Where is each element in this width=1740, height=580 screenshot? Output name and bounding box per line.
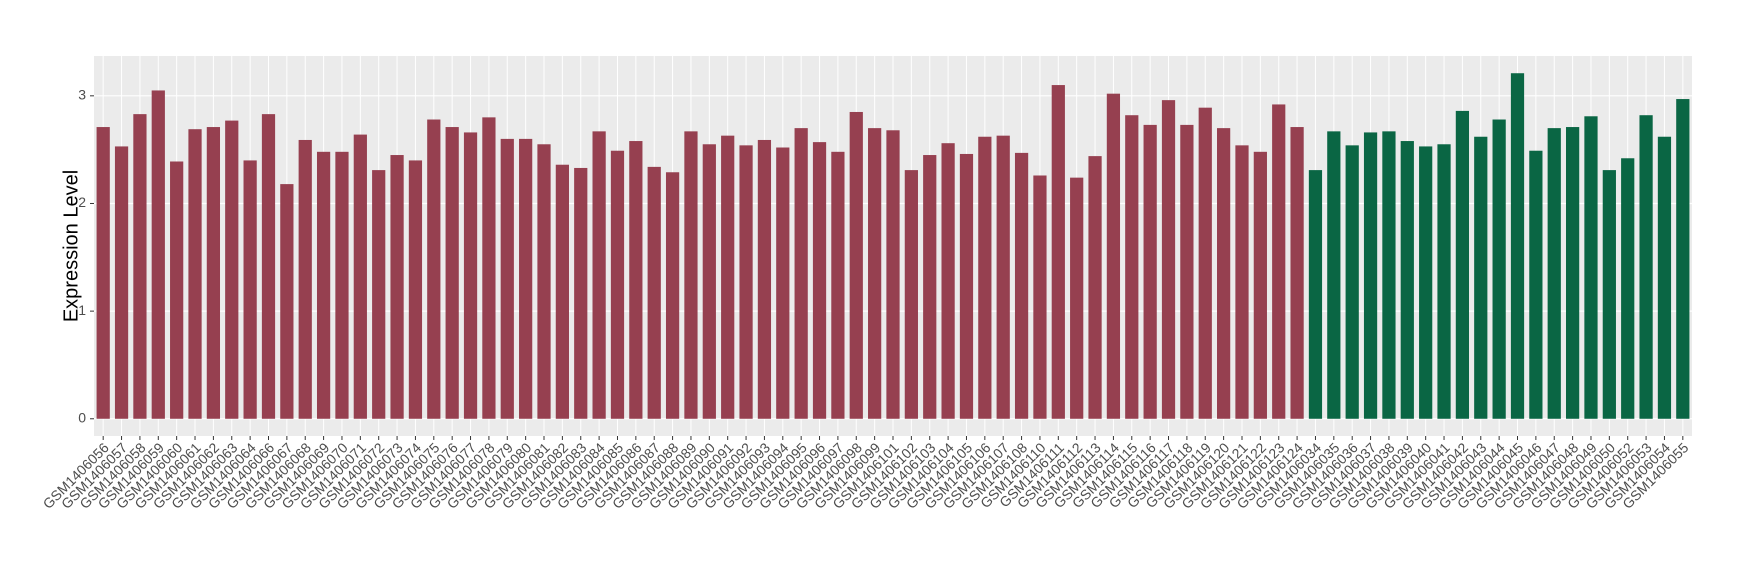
bar <box>959 153 974 419</box>
bar <box>1198 107 1212 419</box>
bar <box>1676 99 1690 419</box>
bar <box>1217 128 1231 419</box>
bar <box>1455 110 1470 419</box>
bar <box>757 139 772 419</box>
bar <box>978 136 992 419</box>
bar <box>1657 136 1672 419</box>
bar <box>1070 177 1084 419</box>
bar <box>721 135 735 419</box>
bar <box>1492 119 1506 419</box>
bar <box>684 131 698 419</box>
bar <box>904 170 918 419</box>
bar <box>1033 175 1047 419</box>
bar <box>610 150 625 419</box>
bar <box>1106 93 1121 419</box>
y-tick-label: 0 <box>78 409 86 425</box>
bar <box>1125 115 1139 419</box>
bar <box>170 161 184 419</box>
bar <box>1510 73 1525 419</box>
bar <box>629 141 643 419</box>
bar <box>114 146 129 419</box>
bar <box>445 127 459 419</box>
bar <box>463 132 478 419</box>
bar <box>702 144 716 419</box>
bar <box>1419 146 1433 419</box>
bar <box>1235 145 1249 419</box>
bar <box>206 127 221 419</box>
bar <box>1051 85 1065 419</box>
y-tick-label: 3 <box>78 87 86 103</box>
y-axis-title: Expression Level <box>60 170 82 322</box>
y-tick-label: 1 <box>78 302 86 318</box>
bar <box>261 114 276 419</box>
bar <box>665 172 680 419</box>
bar <box>1602 170 1616 419</box>
bar <box>1437 144 1451 419</box>
bar <box>1345 145 1359 419</box>
bar <box>1547 128 1561 419</box>
bar <box>225 120 239 419</box>
bar <box>849 111 863 419</box>
bar <box>1308 170 1323 419</box>
bar <box>1161 100 1176 419</box>
bar <box>1621 158 1635 419</box>
bar <box>1529 150 1543 419</box>
bar <box>298 139 312 419</box>
bar <box>1565 127 1580 419</box>
bar <box>941 143 955 419</box>
bar <box>427 119 441 419</box>
bar <box>408 160 423 419</box>
bar <box>353 134 367 419</box>
bar <box>776 147 790 419</box>
bar <box>280 184 294 419</box>
bar <box>482 117 496 419</box>
bar <box>1584 116 1598 419</box>
bar <box>1363 132 1378 419</box>
bar <box>1143 124 1157 419</box>
bar <box>537 144 551 419</box>
bar <box>1014 152 1029 419</box>
bar <box>794 128 808 419</box>
bar <box>831 151 845 419</box>
bar <box>1639 115 1653 419</box>
bar <box>1400 141 1414 419</box>
bar <box>519 138 533 419</box>
bar <box>500 138 514 419</box>
bar <box>1327 131 1341 419</box>
bar <box>96 127 110 419</box>
bar <box>739 145 753 419</box>
bar <box>1180 124 1194 419</box>
bar <box>574 167 588 419</box>
bar <box>868 128 882 419</box>
bar <box>996 135 1010 419</box>
bar <box>555 164 569 419</box>
bar <box>1088 156 1102 419</box>
bar <box>335 151 349 419</box>
bar <box>1253 151 1267 419</box>
y-tick-label: 2 <box>78 194 86 210</box>
bar <box>151 90 165 419</box>
bar <box>923 155 937 419</box>
bar <box>188 129 202 419</box>
bar <box>243 160 257 419</box>
bar <box>1290 127 1304 419</box>
bar <box>316 151 331 419</box>
bar <box>1382 131 1396 419</box>
bar <box>133 114 147 419</box>
bar <box>812 142 827 419</box>
bar <box>592 131 606 419</box>
bar <box>390 155 404 419</box>
bar <box>372 170 386 419</box>
bar <box>1272 104 1286 419</box>
bar <box>1474 136 1488 419</box>
bar <box>647 166 661 419</box>
bar <box>886 130 900 419</box>
